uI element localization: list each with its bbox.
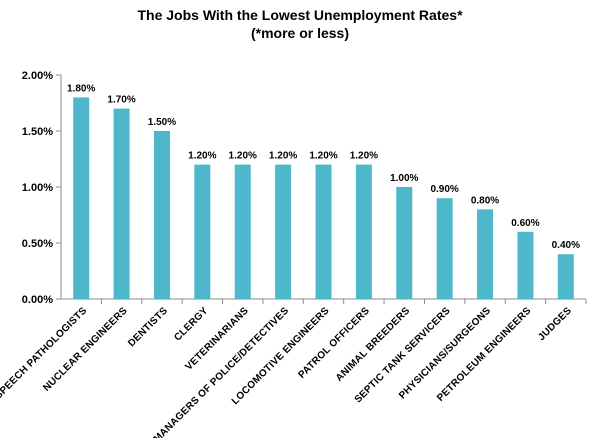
data-label: 0.90% (430, 184, 458, 195)
category-label: NUCLEAR ENGINEERS (41, 305, 129, 393)
data-label: 1.20% (309, 151, 337, 162)
y-tick-label: 2.00% (22, 70, 53, 82)
data-label: 0.60% (511, 218, 539, 229)
y-tick-label: 1.00% (22, 182, 53, 194)
data-label: 1.20% (350, 151, 378, 162)
data-label: 1.50% (148, 117, 176, 128)
data-label: 1.20% (269, 151, 297, 162)
y-tick-label: 0.50% (22, 238, 53, 250)
category-label: JUDGES (536, 305, 574, 343)
bar (73, 97, 90, 300)
bar (194, 164, 211, 299)
bar (113, 108, 130, 299)
data-label: 1.80% (67, 83, 95, 94)
category-label: PATROL OFFICERS (297, 305, 373, 381)
bar (396, 187, 413, 299)
bar (234, 164, 251, 299)
bar (275, 164, 292, 299)
data-label: 1.70% (107, 95, 135, 106)
bar (557, 254, 574, 299)
bar (517, 231, 534, 299)
chart-subtitle: (*more or less) (250, 25, 350, 41)
data-label: 0.80% (471, 195, 499, 206)
bar (436, 198, 453, 299)
chart-title: The Jobs With the Lowest Unemployment Ra… (137, 7, 463, 23)
data-label: 1.00% (390, 173, 418, 184)
y-tick-label: 1.50% (22, 126, 53, 138)
bar (477, 209, 494, 299)
category-label: ANIMAL BREEDERS (334, 305, 413, 384)
data-label: 1.20% (229, 151, 257, 162)
data-label: 0.40% (552, 240, 580, 251)
data-label: 1.20% (188, 151, 216, 162)
y-tick-label: 0.00% (22, 294, 53, 306)
category-label: DENTISTS (126, 305, 170, 349)
bar (153, 131, 170, 299)
bar (355, 164, 372, 299)
category-label: CLERGY (172, 305, 210, 343)
bar (315, 164, 332, 299)
